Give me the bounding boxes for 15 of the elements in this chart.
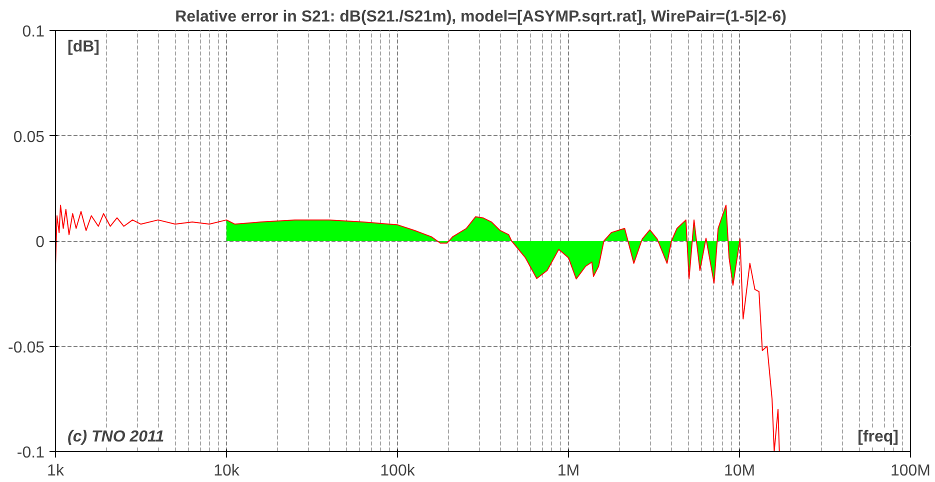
y-tick-label: -0.1 xyxy=(16,444,45,462)
y-tick-label: 0.1 xyxy=(22,24,45,40)
y-tick-label: 0.05 xyxy=(13,128,45,146)
x-tick-label: 100k xyxy=(380,462,416,480)
y-tick-label: 0 xyxy=(36,234,45,251)
x-tick-label: 1k xyxy=(47,462,65,480)
x-tick-label: 10k xyxy=(214,462,240,480)
x-tick-label: 100M xyxy=(890,462,931,480)
annotation: (c) TNO 2011 xyxy=(68,428,164,446)
annotation: [freq] xyxy=(858,428,899,446)
x-tick-label: 10M xyxy=(724,462,756,480)
annotation: [dB] xyxy=(68,38,100,56)
y-tick-label: -0.05 xyxy=(8,339,45,356)
chart-title: Relative error in S21: dB(S21./S21m), model=[ASYMP.sqrt.rat], WirePair=(1-5|2-6) xyxy=(175,8,786,26)
x-tick-label: 1M xyxy=(557,462,580,480)
